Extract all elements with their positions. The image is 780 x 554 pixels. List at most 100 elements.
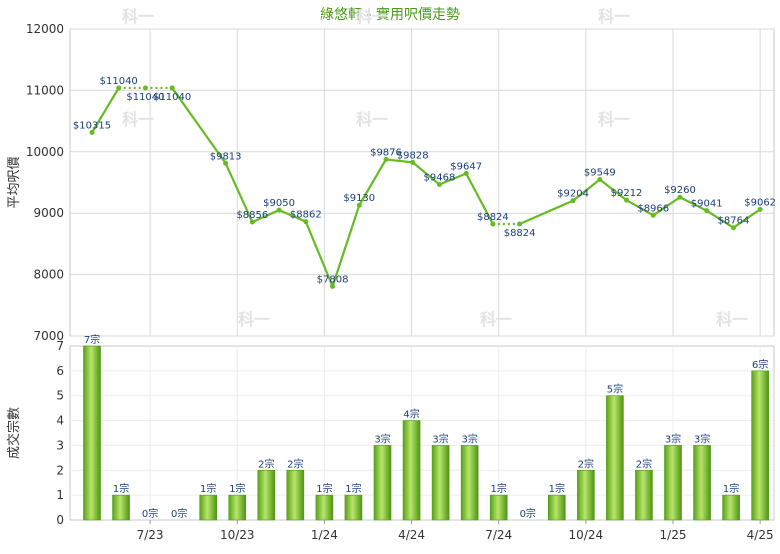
price-y-tick: 8000 xyxy=(33,268,64,282)
x-axis: 7/23 10/23 1/24 4/24 7/24 10/24 1/25 4/25 xyxy=(137,520,774,542)
price-point xyxy=(517,221,523,227)
transaction-panel: 0 1 2 3 4 5 6 7 7宗 1宗 0宗 0宗 1宗 1宗 2宗 2宗 1宗 1宗 3宗 4宗 3宗 3宗 1宗 0宗… xyxy=(6,333,775,527)
transaction-count-label: 1宗 xyxy=(491,482,507,495)
transaction-count-label: 2宗 xyxy=(287,457,303,470)
transaction-bar xyxy=(402,420,421,521)
price-line-segment xyxy=(251,209,280,224)
price-line-segment xyxy=(465,172,494,225)
x-tick-label: 10/24 xyxy=(569,528,604,542)
price-data-label: $9050 xyxy=(263,198,295,209)
transaction-count-label: 1宗 xyxy=(345,482,361,495)
watermark: 科一 xyxy=(356,7,388,26)
transaction-bar xyxy=(228,494,247,521)
price-data-label: $9041 xyxy=(691,199,723,210)
price-y-tick: 7000 xyxy=(33,329,64,343)
price-point xyxy=(410,159,416,165)
watermark: 科一 xyxy=(122,7,154,26)
transaction-bar xyxy=(112,494,130,521)
bar-y-tick: 4 xyxy=(56,414,64,428)
transaction-bar xyxy=(257,469,276,521)
price-y-tick: 9000 xyxy=(33,206,64,220)
transaction-bar xyxy=(751,370,769,521)
x-tick-label: 4/25 xyxy=(747,528,774,542)
price-point xyxy=(490,221,496,227)
price-line-segment xyxy=(519,199,574,226)
price-point xyxy=(303,219,309,225)
price-data-label: $9130 xyxy=(343,193,375,204)
price-line-segment xyxy=(706,209,735,229)
transaction-count-label: 1宗 xyxy=(113,482,129,495)
price-point xyxy=(249,219,255,225)
watermark: 科一 xyxy=(598,110,630,129)
transaction-count-label: 3宗 xyxy=(374,432,390,445)
price-data-label: $11040 xyxy=(153,92,191,103)
price-point xyxy=(330,283,336,289)
watermark: 科一 xyxy=(598,7,630,26)
bar-y-label: 成交宗數 xyxy=(6,407,22,459)
price-data-label: $8856 xyxy=(236,210,268,221)
bar-y-tick: 6 xyxy=(56,364,64,378)
transaction-bar xyxy=(344,494,363,521)
price-y-label: 平均呎價 xyxy=(7,156,22,208)
bar-y-tick: 5 xyxy=(56,389,64,403)
price-point xyxy=(356,202,362,208)
transaction-count-label: 1宗 xyxy=(229,482,245,495)
transaction-bar xyxy=(286,469,305,521)
price-line-segment xyxy=(679,196,708,212)
transaction-bar xyxy=(489,494,508,521)
price-data-label: $11040 xyxy=(126,92,164,103)
price-point xyxy=(624,197,630,203)
watermark: 科一 xyxy=(356,110,388,129)
price-data-label: $11040 xyxy=(100,76,138,87)
transaction-count-label: 2宗 xyxy=(636,457,652,470)
price-data-label: $9468 xyxy=(424,172,456,183)
bar-y-tick: 0 xyxy=(56,513,64,527)
price-line-segment xyxy=(625,199,654,217)
transaction-count-label: 2宗 xyxy=(258,457,274,470)
transaction-count-label: 4宗 xyxy=(403,408,419,421)
x-tick-label: 7/24 xyxy=(485,528,512,542)
x-tick-label: 4/24 xyxy=(398,528,425,542)
bar-y-tick: 7 xyxy=(56,339,64,353)
x-tick-label: 7/23 xyxy=(137,528,164,542)
transaction-count-label: 3宗 xyxy=(461,432,477,445)
watermark: 科一 xyxy=(238,310,270,329)
price-data-label: $8966 xyxy=(637,203,669,214)
price-line-segment xyxy=(412,161,441,186)
price-y-tick: 11000 xyxy=(26,83,64,97)
price-data-label: $9876 xyxy=(370,147,402,158)
price-point xyxy=(116,85,122,91)
x-tick-label: 1/24 xyxy=(311,528,338,542)
price-data-label: $9212 xyxy=(611,188,643,199)
price-point xyxy=(463,170,469,176)
price-point xyxy=(89,129,95,135)
price-point xyxy=(276,207,282,213)
price-data-label: $9828 xyxy=(397,150,429,161)
bar-plot-frame xyxy=(69,345,775,521)
transaction-count-label: 0宗 xyxy=(520,507,536,520)
chart-title: 綠悠軒 - 實用呎價走勢 xyxy=(320,6,460,23)
bar-y-tick: 2 xyxy=(56,463,64,477)
price-data-label: $8862 xyxy=(290,210,322,221)
price-point xyxy=(704,208,710,214)
transaction-bar xyxy=(373,445,392,521)
price-data-label: $7808 xyxy=(317,274,349,285)
price-point xyxy=(650,212,656,218)
transaction-bar xyxy=(83,345,101,521)
watermark: 科一 xyxy=(480,310,512,329)
price-line-segment xyxy=(652,196,681,217)
price-point xyxy=(436,181,442,187)
price-point xyxy=(677,194,683,200)
price-line-segment xyxy=(599,178,628,202)
transaction-bar xyxy=(547,494,566,521)
price-data-label: $8824 xyxy=(504,228,536,239)
transaction-count-label: 5宗 xyxy=(607,383,623,396)
price-point xyxy=(757,206,763,212)
price-point xyxy=(597,176,603,182)
price-data-label: $8764 xyxy=(718,216,750,227)
transaction-count-label: 1宗 xyxy=(723,482,739,495)
x-tick-label: 1/25 xyxy=(660,528,687,542)
